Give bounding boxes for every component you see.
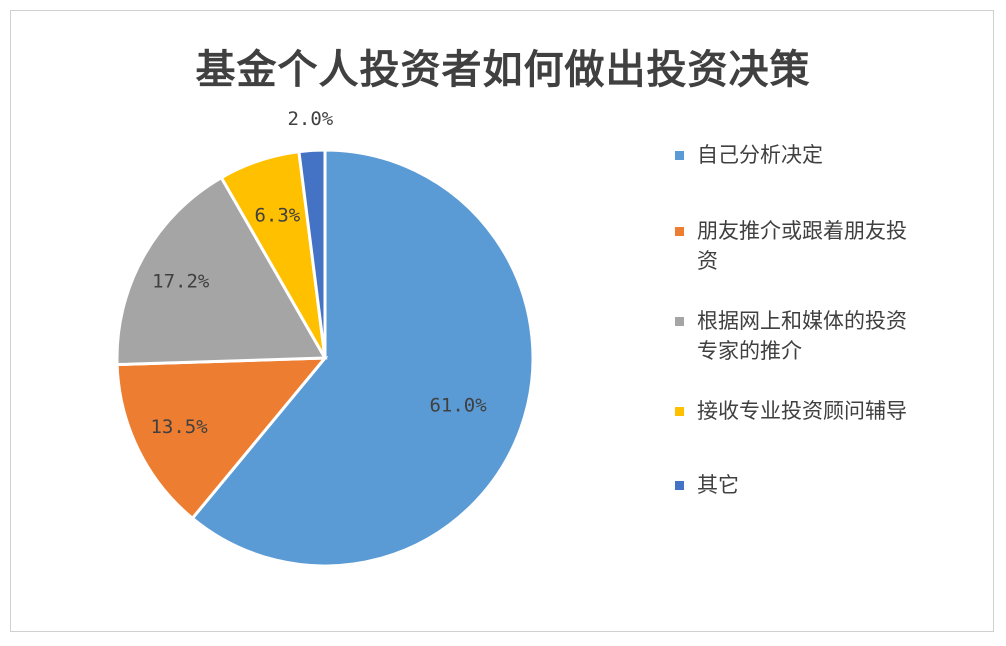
legend-swatch-0	[675, 151, 684, 160]
legend-swatch-1	[675, 227, 684, 236]
legend-label-2-0: 根据网上和媒体的投资	[697, 309, 907, 333]
pie-slice-4	[297, 148, 327, 359]
legend-label-1-1: 资	[697, 249, 718, 273]
pie-label-0: 61.0%	[429, 394, 487, 416]
legend-item-3: 接收专业投资顾问辅导	[675, 396, 975, 426]
legend-swatch-3	[675, 407, 684, 416]
pie-slices	[115, 148, 535, 568]
legend-item-0: 自己分析决定	[675, 140, 975, 170]
legend-swatch-4	[675, 481, 684, 490]
legend-item-4: 其它	[675, 470, 975, 500]
pie-label-3: 6.3%	[254, 205, 300, 227]
legend-label-1-0: 朋友推介或跟着朋友投	[697, 219, 907, 243]
legend-label-2-1: 专家的推介	[697, 339, 802, 363]
legend-item-2: 根据网上和媒体的投资 专家的推介	[675, 306, 975, 366]
pie-label-2: 17.2%	[152, 270, 210, 292]
legend-label-3-0: 接收专业投资顾问辅导	[697, 399, 907, 423]
pie-slice-0	[190, 148, 535, 568]
pie-slice-1	[115, 356, 329, 521]
pie-label-1: 13.5%	[150, 416, 208, 438]
legend-swatch-2	[675, 317, 684, 326]
pie-labels: 61.0% 13.5% 17.2% 6.3% 2.0%	[150, 108, 487, 438]
legend-label-4-0: 其它	[697, 473, 739, 497]
legend: 自己分析决定 朋友推介或跟着朋友投资根据网上和媒体的投资 专家的推介 接收专业投资顾问…	[675, 140, 975, 500]
pie-label-4: 2.0%	[287, 108, 333, 130]
legend-label-0-0: 自己分析决定	[697, 143, 823, 167]
chart-title: 基金个人投资者如何做出投资决策	[195, 47, 811, 93]
legend-item-1: 朋友推介或跟着朋友投资	[675, 216, 975, 276]
pie-slice-2	[115, 175, 328, 367]
